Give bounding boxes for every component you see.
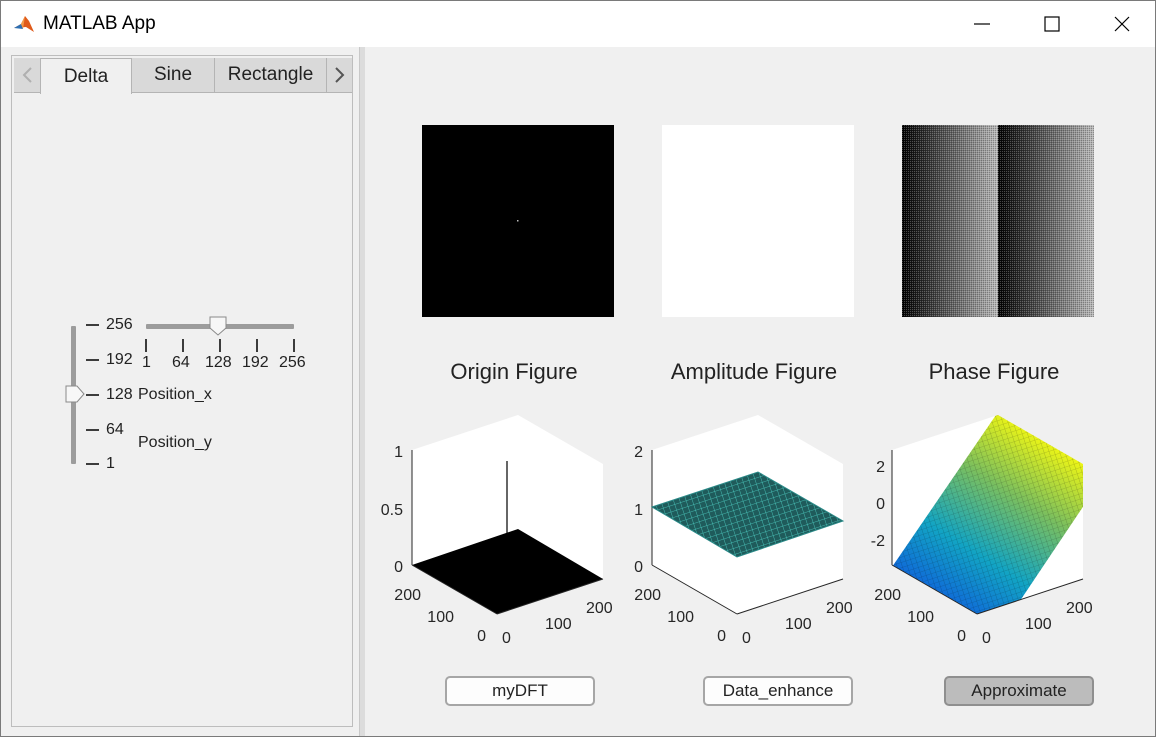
position-y-slider[interactable] — [65, 324, 99, 465]
chevron-left-icon — [22, 67, 32, 83]
close-icon — [1114, 16, 1130, 32]
position-y-thumb[interactable] — [65, 385, 85, 403]
minimize-button[interactable] — [947, 1, 1017, 47]
x-tick-label: 64 — [172, 354, 190, 371]
z-tick: 0 — [634, 559, 643, 576]
approximate-button[interactable]: Approximate — [944, 676, 1094, 706]
y-tick: 200 — [634, 587, 661, 604]
maximize-icon — [1044, 16, 1060, 32]
close-button[interactable] — [1087, 1, 1156, 47]
window-title: MATLAB App — [43, 13, 156, 34]
x-tick: 0 — [502, 630, 511, 647]
x-tick: 0 — [742, 630, 751, 647]
mydft-button[interactable]: myDFT — [445, 676, 595, 706]
tab-scroll-right[interactable] — [327, 58, 353, 92]
x-tick: 100 — [545, 616, 572, 633]
position-x-label: Position_x — [138, 386, 212, 403]
matlab-icon — [13, 13, 35, 35]
button-label: myDFT — [492, 681, 548, 700]
tab-delta[interactable]: Delta — [40, 58, 132, 94]
phase-3d-plot: 2 0 -2 200 100 0 0 100 200 — [871, 415, 1093, 647]
tab-scroll-left[interactable] — [14, 58, 40, 92]
x-tick: 200 — [826, 600, 853, 617]
x-tick: 200 — [586, 600, 613, 617]
y-tick: 0 — [957, 628, 966, 645]
x-tick: 0 — [982, 630, 991, 647]
chevron-right-icon — [335, 67, 345, 83]
y-tick: 200 — [874, 587, 901, 604]
signal-panel: Delta Sine Rectangle — [11, 55, 353, 727]
figure-panel: Origin Figure Amplitude Figure Phase Fig… — [365, 47, 1155, 736]
y-tick: 100 — [667, 609, 694, 626]
z-tick: 2 — [876, 459, 885, 476]
title-bar: MATLAB App — [1, 1, 1155, 47]
x-tick: 100 — [785, 616, 812, 633]
minimize-icon — [974, 23, 990, 25]
phase-figure-title: Phase Figure — [928, 359, 1060, 384]
y-tick-label: 64 — [106, 421, 124, 438]
y-tick-label: 256 — [106, 316, 133, 333]
tab-label: Delta — [63, 65, 109, 87]
tab-bar: Delta Sine Rectangle — [14, 58, 353, 94]
maximize-button[interactable] — [1017, 1, 1087, 47]
x-tick-label: 192 — [242, 354, 269, 371]
position-y-label: Position_y — [138, 434, 212, 451]
y-tick: 0 — [717, 628, 726, 645]
origin-figure-image — [422, 125, 614, 317]
x-tick-label: 128 — [205, 354, 232, 371]
z-tick: 1 — [394, 444, 403, 461]
position-x-slider[interactable] — [145, 316, 295, 352]
y-tick: 100 — [907, 609, 934, 626]
x-tick: 200 — [1066, 600, 1093, 617]
y-tick: 200 — [394, 587, 421, 604]
button-label: Approximate — [971, 681, 1067, 700]
tab-sine[interactable]: Sine — [132, 58, 215, 92]
tab-rectangle[interactable]: Rectangle — [215, 58, 327, 92]
amplitude-figure-title: Amplitude Figure — [670, 359, 838, 384]
x-tick: 100 — [1025, 616, 1052, 633]
slider-area — [65, 316, 295, 465]
tab-label: Sine — [153, 64, 193, 85]
y-tick-label: 192 — [106, 351, 133, 368]
z-tick: 0 — [394, 559, 403, 576]
y-tick-label: 1 — [106, 455, 115, 472]
dft-3d-plot: 1 0.5 0 200 100 0 0 100 200 — [381, 415, 613, 647]
origin-figure-title: Origin Figure — [450, 359, 578, 384]
button-label: Data_enhance — [722, 681, 834, 700]
amplitude-figure-image — [662, 125, 854, 317]
z-tick: 2 — [634, 444, 643, 461]
y-tick: 0 — [477, 628, 486, 645]
phase-figure-image — [902, 125, 1094, 317]
x-tick-label: 1 — [142, 354, 151, 371]
position-x-thumb[interactable] — [209, 316, 227, 336]
z-tick: 1 — [634, 502, 643, 519]
position-x-ticks — [145, 339, 295, 352]
z-tick: 0.5 — [381, 502, 403, 519]
z-tick: -2 — [871, 533, 885, 550]
x-tick-label: 256 — [279, 354, 306, 371]
tab-label: Rectangle — [227, 64, 314, 85]
y-tick: 100 — [427, 609, 454, 626]
position-y-ticks — [86, 324, 99, 465]
y-tick-label: 128 — [106, 386, 133, 403]
z-tick: 0 — [876, 496, 885, 513]
amplitude-3d-plot: 2 1 0 200 100 0 0 100 200 — [634, 415, 853, 647]
panel-divider[interactable] — [359, 47, 365, 736]
data-enhance-button[interactable]: Data_enhance — [703, 676, 853, 706]
